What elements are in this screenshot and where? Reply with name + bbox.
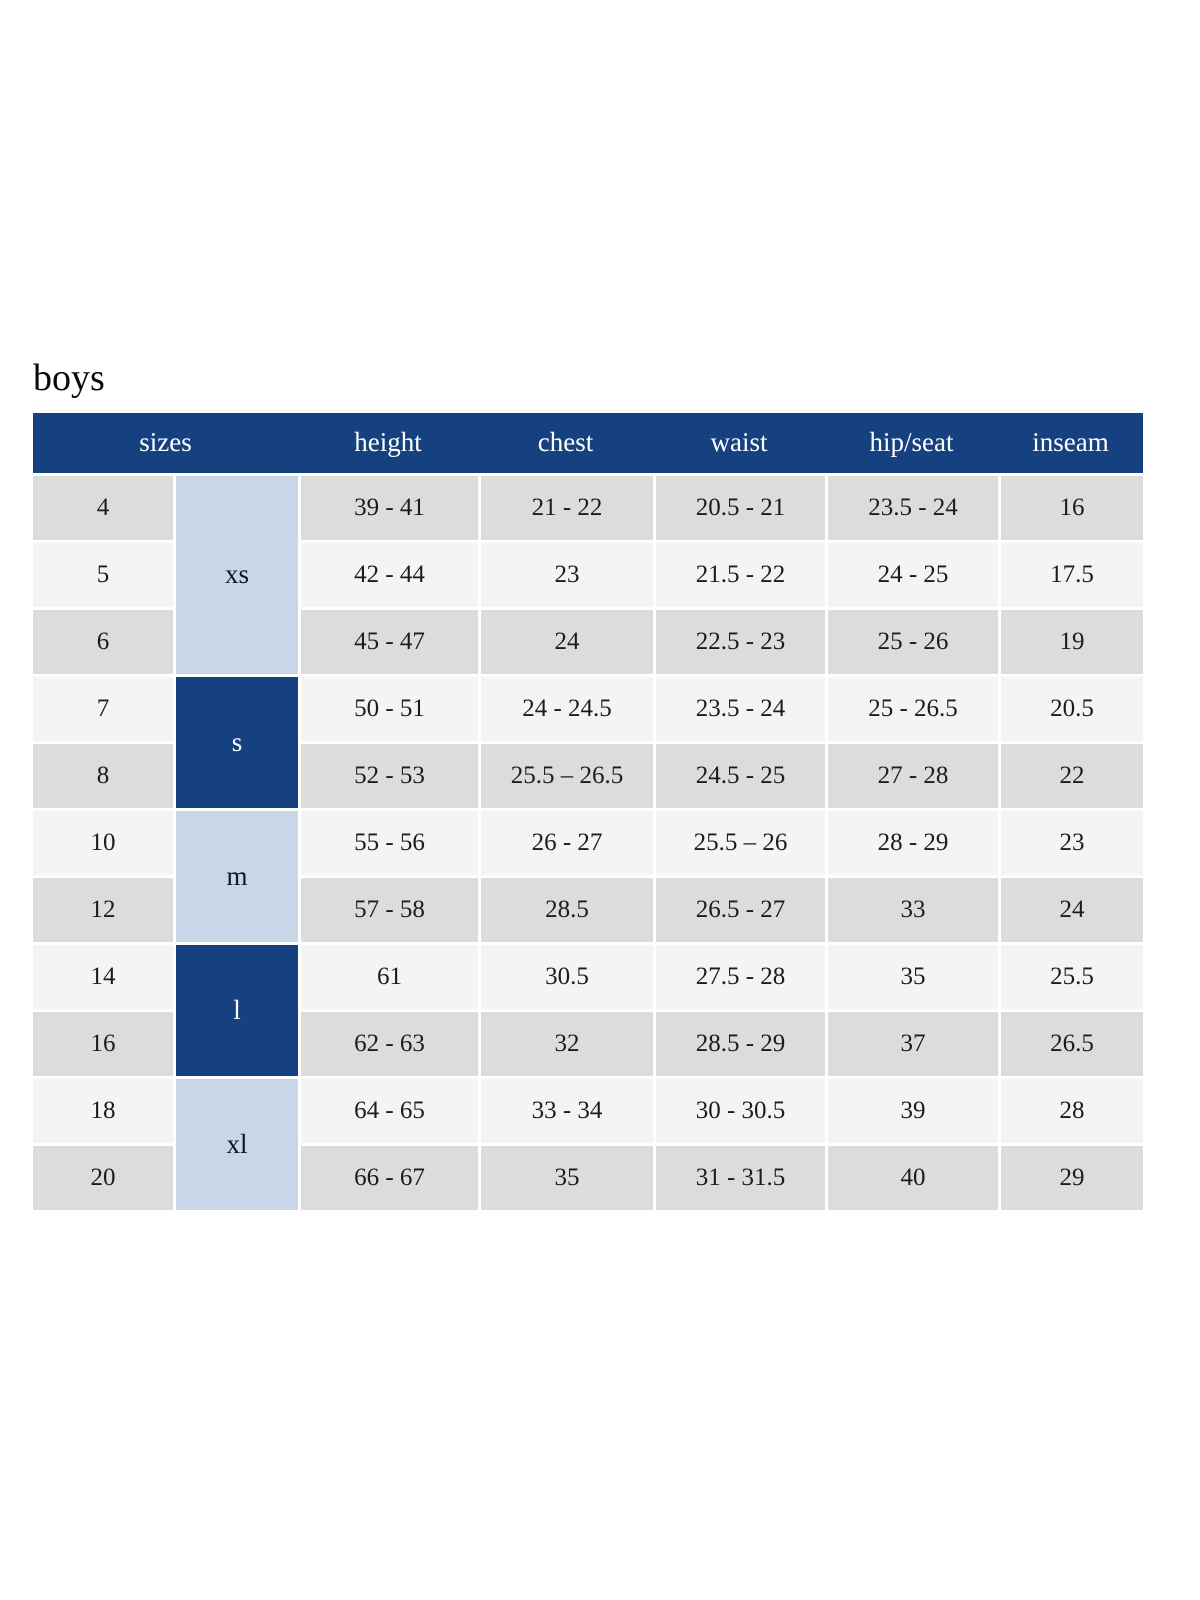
size-cell: 12 [33, 877, 173, 942]
size-cell: 8 [33, 743, 173, 808]
column-header-waist: waist [710, 427, 768, 458]
cell-hip-seat: 35 [828, 944, 998, 1009]
cell-inseam: 19 [1001, 609, 1143, 674]
column-header-chest: chest [537, 427, 594, 458]
size-group-s: s [176, 676, 298, 808]
cell-hip-seat: 40 [828, 1145, 998, 1210]
cell-chest: 32 [481, 1011, 653, 1076]
cell-waist: 24.5 - 25 [656, 743, 825, 808]
cell-hip-seat: 33 [828, 877, 998, 942]
cell-height: 57 - 58 [301, 877, 478, 942]
column-header-inseam: inseam [1032, 427, 1109, 458]
column-header-height: height [354, 427, 422, 458]
cell-height: 42 - 44 [301, 542, 478, 607]
cell-chest: 25.5 – 26.5 [481, 743, 653, 808]
cell-inseam: 23 [1001, 810, 1143, 875]
cell-hip-seat: 24 - 25 [828, 542, 998, 607]
cell-height: 55 - 56 [301, 810, 478, 875]
cell-height: 50 - 51 [301, 676, 478, 741]
cell-waist: 23.5 - 24 [656, 676, 825, 741]
cell-hip-seat: 25 - 26.5 [828, 676, 998, 741]
size-chart-table: sizes height chest waist hip/seat inseam… [33, 412, 1143, 1210]
cell-waist: 22.5 - 23 [656, 609, 825, 674]
cell-hip-seat: 28 - 29 [828, 810, 998, 875]
cell-chest: 26 - 27 [481, 810, 653, 875]
cell-inseam: 25.5 [1001, 944, 1143, 1009]
column-header-sizes: sizes [139, 427, 192, 458]
cell-inseam: 22 [1001, 743, 1143, 808]
size-cell: 6 [33, 609, 173, 674]
cell-hip-seat: 37 [828, 1011, 998, 1076]
cell-hip-seat: 27 - 28 [828, 743, 998, 808]
cell-height: 45 - 47 [301, 609, 478, 674]
cell-inseam: 17.5 [1001, 542, 1143, 607]
column-header-hip-seat: hip/seat [869, 427, 954, 458]
size-cell: 7 [33, 676, 173, 741]
size-group-xl: xl [176, 1078, 298, 1210]
cell-inseam: 24 [1001, 877, 1143, 942]
size-group-m: m [176, 810, 298, 942]
page-title: boys [33, 357, 105, 399]
size-cell: 5 [33, 542, 173, 607]
cell-chest: 24 - 24.5 [481, 676, 653, 741]
table-header-row: sizes height chest waist hip/seat inseam [33, 412, 1143, 473]
cell-chest: 24 [481, 609, 653, 674]
cell-chest: 28.5 [481, 877, 653, 942]
cell-waist: 27.5 - 28 [656, 944, 825, 1009]
cell-waist: 30 - 30.5 [656, 1078, 825, 1143]
cell-waist: 28.5 - 29 [656, 1011, 825, 1076]
table-body: 4 39 - 41 21 - 22 20.5 - 21 23.5 - 24 16 5 42 -… [33, 475, 1143, 1210]
size-cell: 18 [33, 1078, 173, 1143]
size-cell: 20 [33, 1145, 173, 1210]
cell-height: 66 - 67 [301, 1145, 478, 1210]
cell-chest: 21 - 22 [481, 475, 653, 540]
cell-inseam: 20.5 [1001, 676, 1143, 741]
cell-inseam: 29 [1001, 1145, 1143, 1210]
size-cell: 16 [33, 1011, 173, 1076]
size-group-l: l [176, 944, 298, 1076]
cell-inseam: 16 [1001, 475, 1143, 540]
cell-waist: 31 - 31.5 [656, 1145, 825, 1210]
size-cell: 10 [33, 810, 173, 875]
cell-hip-seat: 23.5 - 24 [828, 475, 998, 540]
cell-height: 39 - 41 [301, 475, 478, 540]
cell-hip-seat: 25 - 26 [828, 609, 998, 674]
size-chart-section: boys sizes height chest waist hip/seat i… [33, 357, 1143, 1210]
cell-chest: 30.5 [481, 944, 653, 1009]
cell-inseam: 26.5 [1001, 1011, 1143, 1076]
cell-height: 52 - 53 [301, 743, 478, 808]
size-cell: 4 [33, 475, 173, 540]
size-cell: 14 [33, 944, 173, 1009]
cell-hip-seat: 39 [828, 1078, 998, 1143]
cell-waist: 20.5 - 21 [656, 475, 825, 540]
cell-waist: 21.5 - 22 [656, 542, 825, 607]
cell-height: 62 - 63 [301, 1011, 478, 1076]
size-group-xs: xs [176, 475, 298, 674]
cell-chest: 33 - 34 [481, 1078, 653, 1143]
cell-inseam: 28 [1001, 1078, 1143, 1143]
cell-height: 64 - 65 [301, 1078, 478, 1143]
cell-waist: 25.5 – 26 [656, 810, 825, 875]
cell-height: 61 [301, 944, 478, 1009]
cell-chest: 23 [481, 542, 653, 607]
cell-chest: 35 [481, 1145, 653, 1210]
cell-waist: 26.5 - 27 [656, 877, 825, 942]
